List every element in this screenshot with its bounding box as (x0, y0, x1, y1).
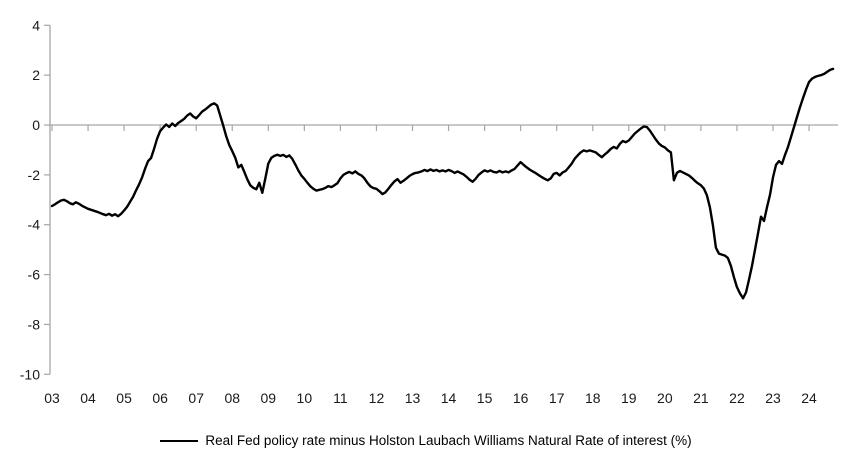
y-axis-label: -2 (28, 167, 41, 183)
legend-label: Real Fed policy rate minus Holston Lauba… (205, 433, 692, 448)
x-axis-label: 11 (333, 390, 348, 406)
x-axis-label: 07 (188, 390, 204, 406)
x-axis-label: 09 (261, 390, 277, 406)
x-axis-label: 16 (513, 390, 529, 406)
y-axis-label: -4 (28, 217, 41, 233)
x-axis-label: 06 (152, 390, 168, 406)
series-line (50, 67, 835, 300)
x-axis-label: 20 (657, 390, 673, 406)
x-axis-label: 17 (549, 390, 565, 406)
x-axis-label: 05 (116, 390, 132, 406)
x-axis-label: 08 (224, 390, 240, 406)
x-axis-label: 21 (693, 390, 709, 406)
x-axis-label: 03 (44, 390, 60, 406)
x-axis-label: 23 (765, 390, 781, 406)
x-axis-label: 18 (585, 390, 601, 406)
y-axis-label: 2 (32, 67, 40, 83)
x-axis-label: 14 (441, 390, 457, 406)
y-axis-label: -10 (20, 366, 40, 382)
legend: Real Fed policy rate minus Holston Lauba… (0, 433, 852, 448)
x-axis-label: 04 (80, 390, 96, 406)
x-axis-label: 24 (801, 390, 817, 406)
x-axis-label: 13 (405, 390, 421, 406)
x-axis-label: 12 (369, 390, 385, 406)
x-axis-label: 19 (621, 390, 637, 406)
legend-line-swatch (160, 439, 199, 442)
x-axis-label: 22 (729, 390, 745, 406)
y-axis-label: -6 (28, 267, 41, 283)
x-axis-label: 15 (477, 390, 493, 406)
y-axis-label: 0 (32, 117, 40, 133)
y-axis-label: -8 (28, 316, 41, 332)
line-chart: 03 04 05 06 07 08 09 10 11 12 13 14 15 16 17 18 19 20 21 22… (20, 17, 838, 406)
y-axis-label: 4 (32, 17, 40, 33)
x-axis-label: 10 (297, 390, 313, 406)
